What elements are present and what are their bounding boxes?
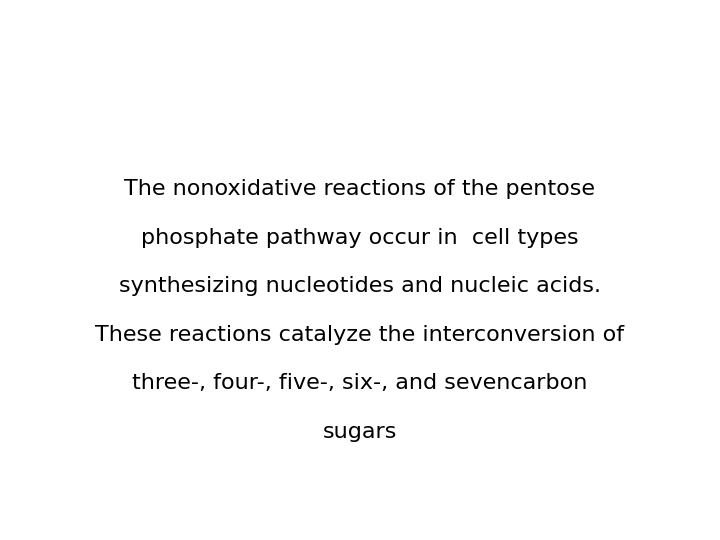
Text: These reactions catalyze the interconversion of: These reactions catalyze the interconver… <box>96 325 624 345</box>
Text: three-, four-, five-, six-, and sevencarbon: three-, four-, five-, six-, and sevencar… <box>132 373 588 394</box>
Text: phosphate pathway occur in  cell types: phosphate pathway occur in cell types <box>141 227 579 248</box>
Text: synthesizing nucleotides and nucleic acids.: synthesizing nucleotides and nucleic aci… <box>119 276 601 296</box>
Text: sugars: sugars <box>323 422 397 442</box>
Text: The nonoxidative reactions of the pentose: The nonoxidative reactions of the pentos… <box>125 179 595 199</box>
